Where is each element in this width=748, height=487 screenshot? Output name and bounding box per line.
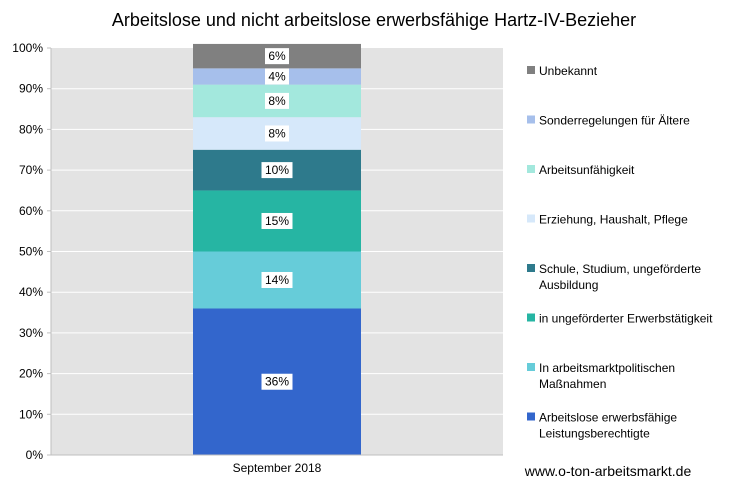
data-label: 4% [268,69,286,83]
y-tick-label: 50% [19,245,43,259]
y-tick-label: 70% [19,163,43,177]
legend-label: Leistungsberechtigte [539,427,650,441]
x-axis: September 2018 [51,454,503,475]
y-tick-label: 90% [19,82,43,96]
data-label-box [261,162,293,179]
legend-label: in ungeförderter Erwerbstätigkeit [539,312,713,326]
chart-title: Arbeitslose und nicht arbeitslose erwerb… [112,10,636,30]
legend-item: In arbeitsmarktpolitischen Maßnahmen [527,361,675,391]
legend-item: Arbeitsunfähigkeit [527,163,635,177]
legend-swatch [527,165,535,173]
data-label-box [265,68,289,85]
data-label-box [265,92,289,109]
y-tick-label: 20% [19,367,43,381]
data-label-box [261,373,293,390]
y-tick-label: 0% [26,448,44,462]
stacked-bar: 36% 14% 15% 10% 8% 8% 4% 6% [193,43,361,455]
y-axis: 0% 10% 20% 30% 40% 50% 60% 70% 80% 90% 100% [12,41,52,462]
x-tick-label: September 2018 [233,461,322,475]
legend-item: Erziehung, Haushalt, Pflege [527,213,688,227]
y-tick-label: 40% [19,285,43,299]
legend-item: Schule, Studium, ungeförderte Ausbildung [527,262,701,292]
y-tick-label: 60% [19,204,43,218]
legend-swatch [527,363,535,371]
y-tick-label: 30% [19,326,43,340]
data-label-box [261,271,293,288]
legend-item: Sonderregelungen für Ältere [527,114,690,128]
y-tick-label: 80% [19,122,43,136]
legend-swatch [527,66,535,74]
data-label: 36% [265,375,289,389]
legend-swatch [527,412,535,421]
legend: Unbekannt Sonderregelungen für Ältere Arbe… [527,64,713,441]
legend-item: Arbeitslose erwerbsfähige Leistungsberech… [527,411,677,441]
legend-item: in ungeförderter Erwerbstätigkeit [527,312,713,326]
data-label-box [261,212,293,229]
legend-label: Arbeitsunfähigkeit [539,163,635,177]
legend-swatch [527,214,535,223]
data-label-box [265,48,289,65]
data-label: 6% [268,49,286,63]
data-label-box [265,125,289,142]
legend-swatch [527,115,535,124]
legend-label: Erziehung, Haushalt, Pflege [539,213,688,227]
legend-label: Maßnahmen [539,377,606,391]
legend-item: Unbekannt [527,64,598,78]
y-tick-label: 10% [19,407,43,421]
legend-swatch [527,313,535,322]
data-label: 8% [268,94,286,108]
legend-label: Sonderregelungen für Ältere [539,114,690,128]
legend-label: Ausbildung [539,278,598,292]
legend-label: Schule, Studium, ungeförderte [539,262,701,276]
legend-swatch [527,264,535,272]
data-label: 10% [265,163,289,177]
legend-label: Unbekannt [539,64,598,78]
source-credit: www.o-ton-arbeitsmarkt.de [524,463,692,479]
data-label: 15% [265,214,289,228]
y-tick-label: 100% [12,41,43,55]
data-label: 8% [268,126,286,140]
legend-label: In arbeitsmarktpolitischen [539,361,675,375]
legend-label: Arbeitslose erwerbsfähige [539,411,677,425]
data-label: 14% [265,273,289,287]
